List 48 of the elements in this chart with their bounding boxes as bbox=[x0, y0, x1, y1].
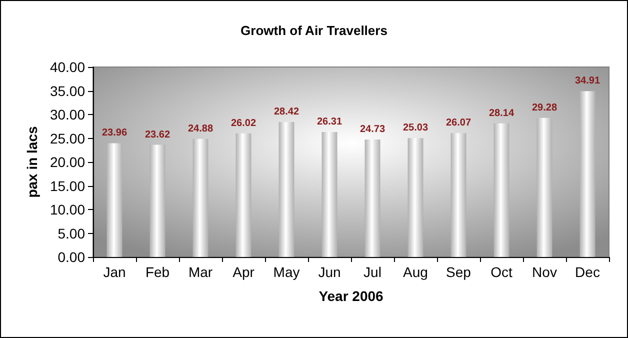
x-tick-label: Sep bbox=[446, 264, 472, 280]
data-label: 23.62 bbox=[144, 129, 170, 140]
data-label: 28.14 bbox=[488, 108, 514, 119]
data-label: 34.91 bbox=[574, 76, 600, 87]
y-tick-label: 10.00 bbox=[50, 202, 86, 218]
x-tick-label: Oct bbox=[490, 264, 512, 280]
data-label: 29.28 bbox=[532, 102, 558, 114]
x-tick-label: Aug bbox=[403, 264, 428, 280]
x-tick-label: Nov bbox=[532, 264, 557, 280]
bar bbox=[236, 133, 252, 257]
y-tick-label: 15.00 bbox=[50, 178, 86, 194]
x-tick-label: Mar bbox=[188, 264, 213, 280]
bar bbox=[494, 123, 510, 257]
bar bbox=[322, 132, 338, 257]
bar bbox=[450, 133, 466, 257]
data-label: 28.42 bbox=[274, 106, 300, 118]
x-tick-label: Apr bbox=[232, 264, 255, 280]
data-label: 24.73 bbox=[360, 124, 386, 136]
x-tick-label: Dec bbox=[575, 264, 600, 280]
bar bbox=[278, 122, 294, 257]
y-tick-label: 20.00 bbox=[50, 154, 86, 170]
y-tick-label: 0.00 bbox=[58, 249, 86, 265]
bar bbox=[150, 144, 166, 257]
bar bbox=[364, 140, 380, 257]
bar bbox=[192, 138, 208, 257]
x-axis-title: Year 2006 bbox=[318, 288, 384, 304]
data-label: 23.96 bbox=[102, 128, 128, 139]
y-tick-label: 40.00 bbox=[50, 59, 86, 75]
x-tick-label: Jun bbox=[318, 264, 341, 280]
bar bbox=[106, 143, 122, 257]
x-tick-label: May bbox=[273, 264, 300, 280]
y-tick-label: 30.00 bbox=[50, 106, 86, 122]
y-axis-title: pax in lacs bbox=[24, 126, 40, 198]
x-tick-label: Feb bbox=[145, 264, 170, 280]
data-label: 25.03 bbox=[402, 122, 428, 134]
y-tick-label: 35.00 bbox=[50, 82, 86, 99]
x-tick-label: Jan bbox=[103, 264, 126, 280]
y-tick-label: 25.00 bbox=[50, 130, 86, 146]
chart-title: Growth of Air Travellers bbox=[240, 23, 388, 38]
data-label: 26.07 bbox=[446, 118, 472, 129]
data-label: 24.88 bbox=[188, 123, 214, 134]
bar bbox=[580, 91, 596, 257]
bar bbox=[536, 118, 552, 257]
data-label: 26.31 bbox=[316, 116, 342, 128]
x-tick-label: Jul bbox=[364, 264, 382, 280]
y-tick-label: 5.00 bbox=[58, 225, 86, 242]
bar bbox=[408, 138, 424, 257]
data-label: 26.02 bbox=[230, 118, 256, 129]
